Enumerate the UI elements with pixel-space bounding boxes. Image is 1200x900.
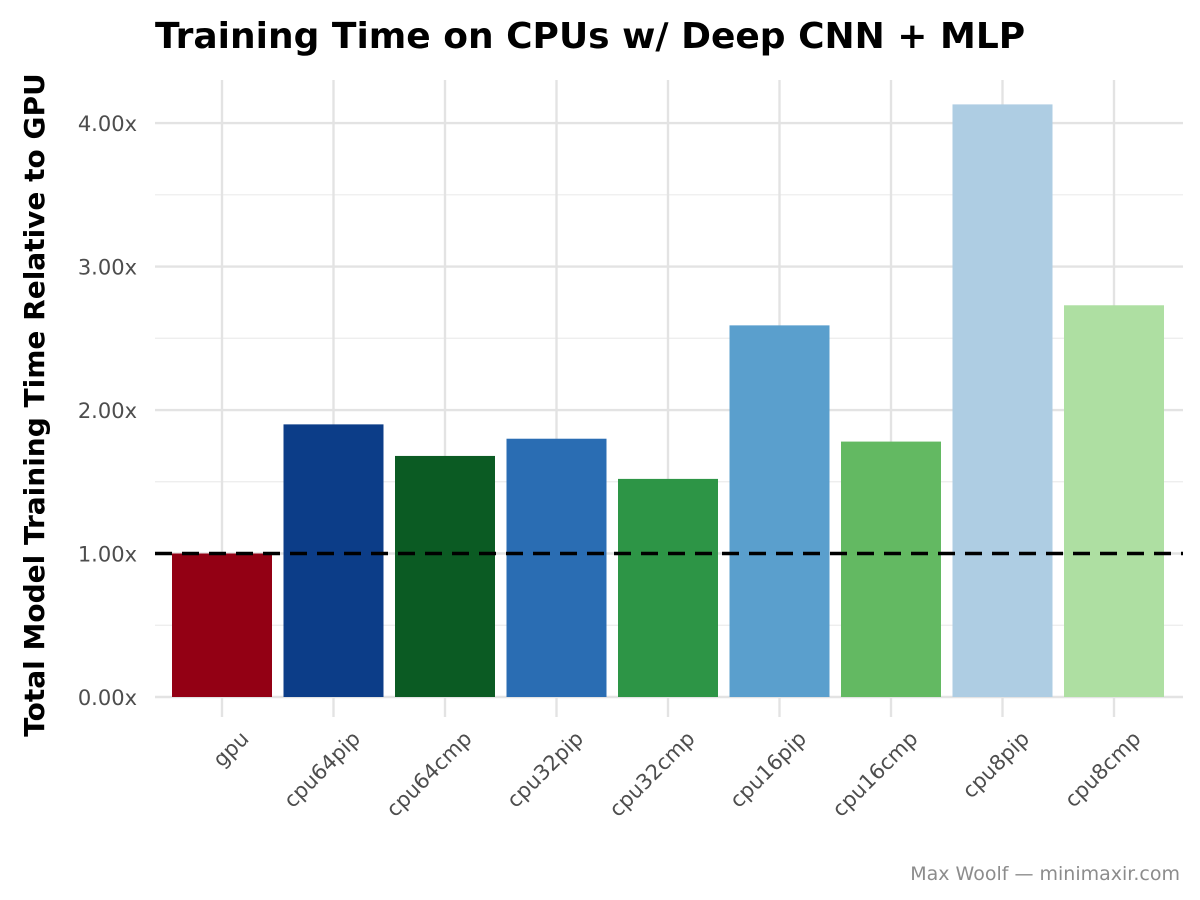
y-tick-label: 1.00x	[78, 543, 137, 567]
y-tick-label: 4.00x	[78, 112, 137, 136]
x-tick-label: cpu8pip	[958, 727, 1034, 803]
bar-cpu64pip	[283, 424, 384, 697]
x-tick-label: gpu	[208, 727, 253, 772]
y-axis: 0.00x 1.00x 2.00x 3.00x 4.00x	[78, 112, 137, 710]
x-tick-label: cpu16cmp	[828, 727, 923, 822]
y-tick-label: 3.00x	[78, 256, 137, 280]
bar-cpu16cmp	[841, 441, 941, 697]
x-axis: gpu cpu64pip cpu64cmp cpu32pip cpu32cmp cpu16…	[208, 727, 1145, 822]
bar-cpu8pip	[952, 104, 1053, 698]
bar-cpu32cmp	[618, 478, 718, 697]
x-tick-label: cpu16pip	[725, 727, 811, 813]
bar-cpu8cmp	[1064, 305, 1164, 697]
x-tick-label: cpu32cmp	[605, 727, 700, 822]
x-tick-label: cpu32pip	[502, 727, 588, 813]
bar-gpu	[172, 553, 272, 697]
x-tick-label: cpu64pip	[279, 727, 365, 813]
x-tick-label: cpu8cmp	[1060, 727, 1145, 812]
y-tick-label: 0.00x	[78, 686, 137, 710]
caption: Max Woolf — minimaxir.com	[910, 863, 1180, 885]
bar-cpu32pip	[506, 438, 607, 697]
bar-cpu16pip	[729, 325, 830, 697]
chart-title: Training Time on CPUs w/ Deep CNN + MLP	[155, 16, 1025, 57]
x-tick-label: cpu64cmp	[382, 727, 477, 822]
bar-cpu64cmp	[395, 455, 495, 697]
y-axis-label: Total Model Training Time Relative to GP…	[18, 73, 51, 737]
bars	[172, 104, 1164, 698]
y-tick-label: 2.00x	[78, 399, 137, 423]
